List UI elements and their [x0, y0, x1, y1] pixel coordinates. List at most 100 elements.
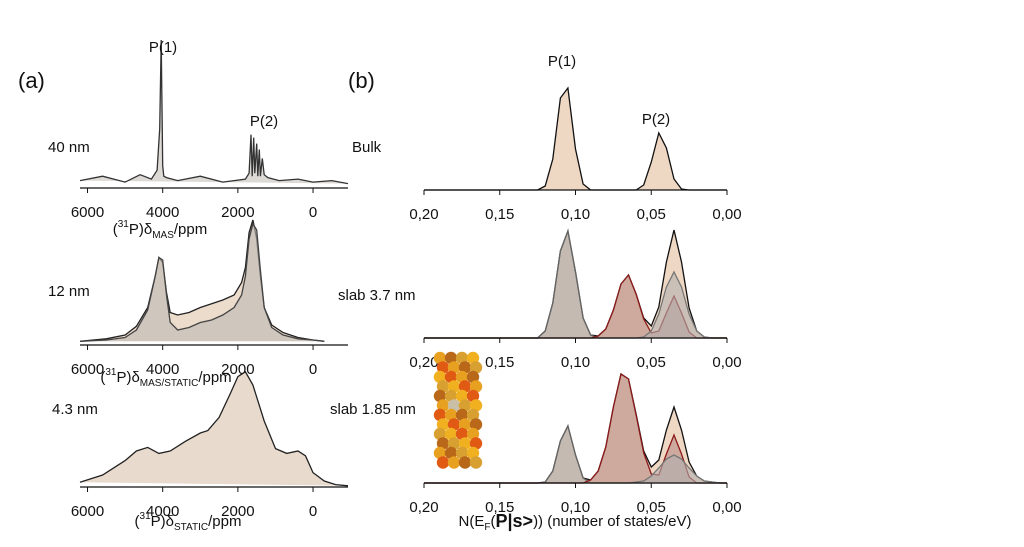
peak-label: P(1) [149, 39, 177, 56]
spectrum-area [79, 222, 325, 342]
label-part: /ppm [174, 221, 207, 238]
x-tick-label: 4000 [146, 361, 179, 378]
panel-label: (a) [18, 68, 45, 93]
atom [469, 456, 483, 469]
atom [466, 351, 480, 365]
atom [444, 389, 458, 403]
label-part: 31 [118, 219, 130, 230]
atom [436, 361, 450, 374]
x-tick-label: 6000 [71, 204, 104, 221]
label-part: 31 [140, 511, 152, 522]
x-tick-label: 0,15 [485, 499, 514, 516]
x-tick-label: 2000 [221, 503, 254, 520]
x-tick-label: 0,15 [485, 206, 514, 223]
atom [447, 456, 461, 469]
atom [447, 380, 461, 393]
spectrum-area [79, 39, 349, 185]
atom [469, 361, 483, 374]
atom [466, 370, 480, 384]
x-tick-label: 0,20 [409, 354, 438, 371]
atom [433, 427, 447, 441]
label-part: ( [100, 369, 105, 386]
atom [458, 437, 472, 450]
atom [469, 418, 483, 431]
x-tick-label: 4000 [146, 204, 179, 221]
atom [433, 351, 447, 365]
atom [436, 456, 450, 469]
peak-label: P(2) [250, 113, 278, 130]
label-part: P)δ [116, 369, 139, 386]
panel-label: (b) [348, 68, 375, 93]
atom [447, 437, 461, 450]
x-tick-label: 0,10 [561, 499, 590, 516]
sample-label: slab 3.7 nm [338, 287, 416, 304]
atom [466, 427, 480, 441]
sample-label: Bulk [352, 139, 382, 156]
x-tick-label: 2000 [221, 204, 254, 221]
label-part: )) (number of states/eV) [533, 513, 691, 530]
label-part: F [484, 522, 490, 533]
x-tick-label: 0,00 [712, 499, 741, 516]
atom [447, 399, 461, 412]
label-part: P)δ [129, 221, 152, 238]
x-tick-label: 0,00 [712, 206, 741, 223]
x-axis-label: (31P)δMAS/ppm [113, 219, 208, 241]
label-part: MAS/STATIC [140, 378, 199, 389]
atom [447, 361, 461, 374]
atom [436, 399, 450, 412]
atom [466, 389, 480, 403]
label-part: ( [135, 513, 140, 530]
x-tick-label: 0,20 [409, 499, 438, 516]
x-axis-label: (31P)δMAS/STATIC/ppm [100, 367, 231, 389]
label-part: P|s> [495, 511, 533, 531]
atom [436, 418, 450, 431]
x-tick-label: 0,15 [485, 354, 514, 371]
atom [444, 408, 458, 422]
peak-label: P(1) [548, 53, 576, 70]
atom [455, 427, 469, 441]
x-tick-label: 0 [309, 361, 317, 378]
atom [469, 399, 483, 412]
x-tick-label: 0,20 [409, 206, 438, 223]
label-part: ( [113, 221, 118, 238]
atom [455, 370, 469, 384]
x-tick-label: 0 [309, 204, 317, 221]
sample-label: slab 1.85 nm [330, 401, 416, 418]
atom [458, 456, 472, 469]
atom [433, 370, 447, 384]
atom [469, 437, 483, 450]
atom [466, 446, 480, 460]
atom [444, 351, 458, 365]
spectrum-area [79, 370, 349, 487]
x-tick-label: 0,10 [561, 354, 590, 371]
atom [433, 389, 447, 403]
label-part: STATIC [174, 522, 208, 533]
x-tick-label: 0,05 [637, 354, 666, 371]
label-part: ( [490, 513, 495, 530]
atom [458, 361, 472, 374]
atom [455, 408, 469, 422]
x-tick-label: 0 [309, 503, 317, 520]
x-tick-label: 6000 [71, 361, 104, 378]
atom [433, 446, 447, 460]
atom [455, 351, 469, 365]
atom [447, 418, 461, 431]
atom [444, 446, 458, 460]
label-part: P)δ [151, 513, 174, 530]
x-tick-label: 0,05 [637, 499, 666, 516]
sample-label: 40 nm [48, 139, 90, 156]
atom [466, 408, 480, 422]
atom [436, 437, 450, 450]
spectrum-area [424, 86, 727, 191]
x-tick-label: 4000 [146, 503, 179, 520]
x-tick-label: 0,10 [561, 206, 590, 223]
atom [455, 389, 469, 403]
atom [469, 380, 483, 393]
atom [436, 380, 450, 393]
label-part: N(E [459, 513, 485, 530]
sample-label: 4.3 nm [52, 401, 98, 418]
atom [458, 418, 472, 431]
atom [444, 370, 458, 384]
label-part: /ppm [208, 513, 241, 530]
